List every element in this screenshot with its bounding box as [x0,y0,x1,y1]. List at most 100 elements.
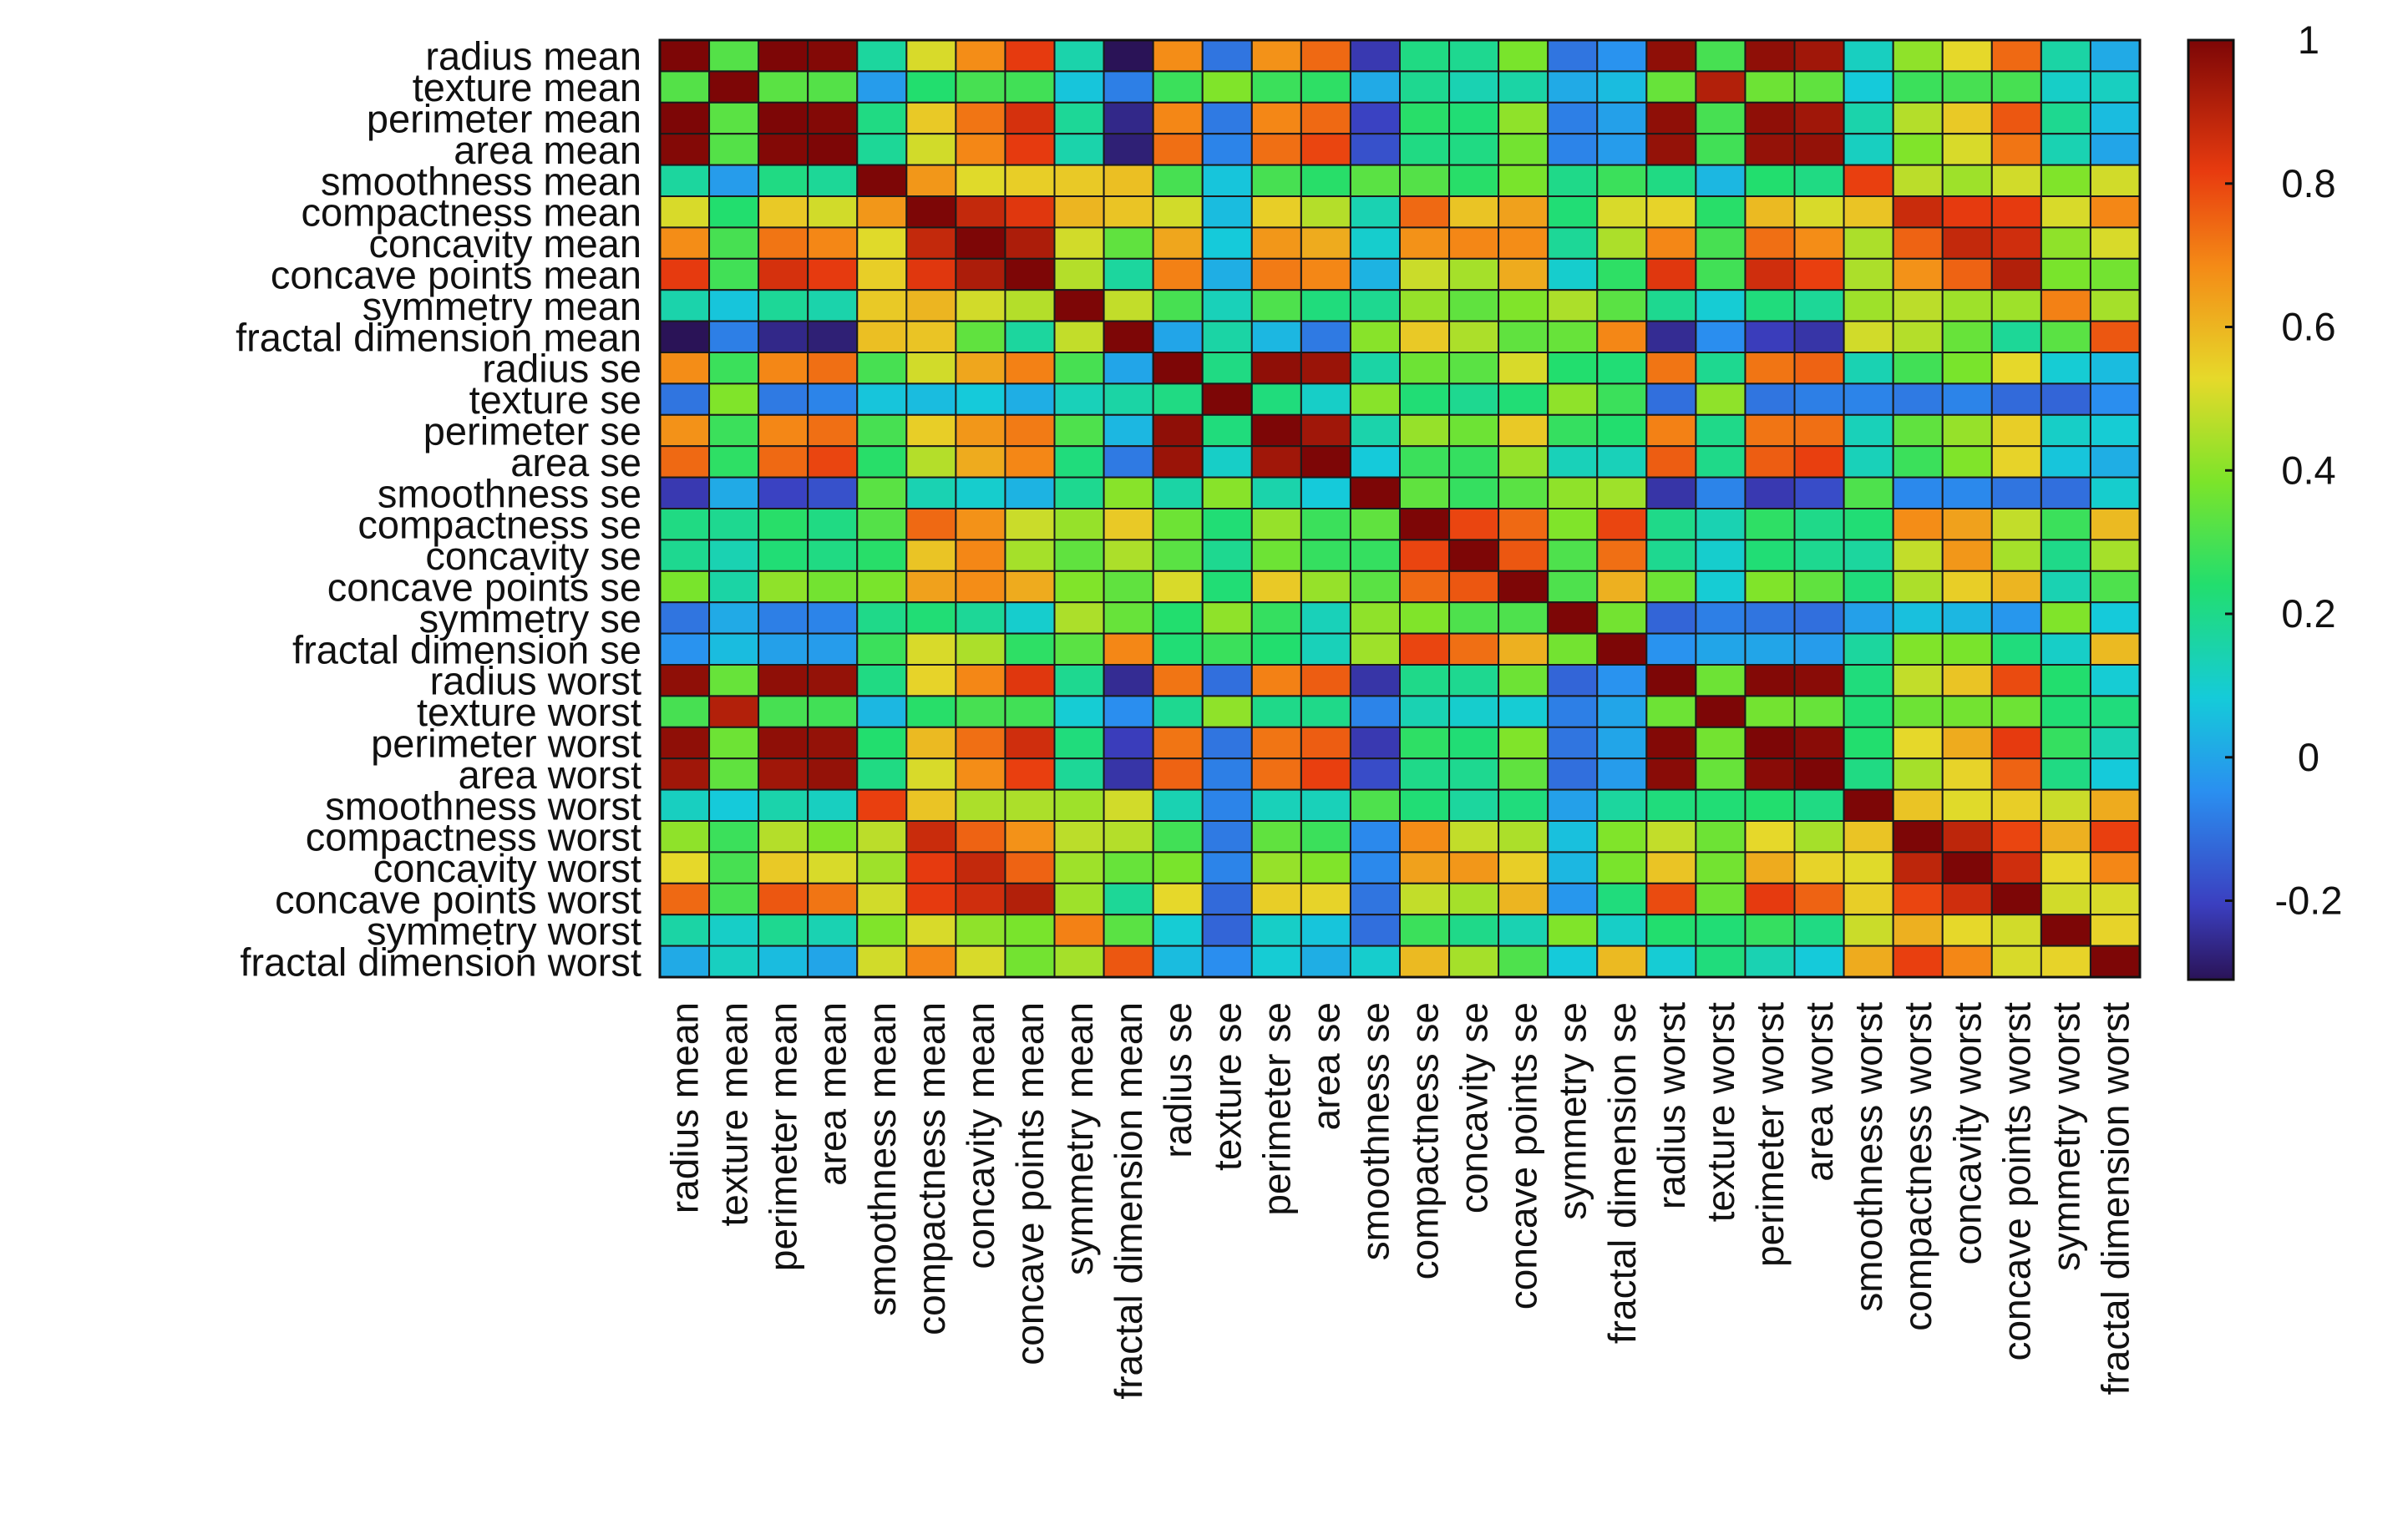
heatmap-cell-smoothness-se--concavity-worst [1941,476,1993,509]
heatmap-cell-compactness-se--concavity-worst [1941,508,1993,541]
heatmap-cell-fractal-dimension-worst--radius-se [1152,945,1204,978]
heatmap-cell-fractal-dimension-se--fractal-dimension-mean [1103,632,1154,666]
heatmap-cell-concavity-worst--texture-mean [708,851,760,884]
colorbar [2187,38,2235,981]
heatmap-cell-fractal-dimension-se--radius-se [1152,632,1204,666]
heatmap-cell-concave-points-mean--symmetry-mean [1053,257,1105,291]
heatmap-cell-symmetry-mean--symmetry-se [1547,289,1599,322]
heatmap-cell-compactness-worst--area-worst [1793,820,1845,854]
heatmap-cell-radius-se--compactness-mean [905,352,957,385]
heatmap-cell-area-mean--compactness-se [1399,133,1451,166]
heatmap-cell-concave-points-worst--radius-se [1152,882,1204,916]
heatmap-cell-concavity-worst--fractal-dimension-worst [2089,851,2141,884]
heatmap-cell-texture-worst--fractal-dimension-worst [2089,695,2141,728]
heatmap-cell-fractal-dimension-worst--perimeter-mean [758,945,809,978]
heatmap-cell-concavity-worst--smoothness-se [1349,851,1402,884]
heatmap-cell-concave-points-se--perimeter-mean [758,570,809,604]
heatmap-cell-perimeter-se--area-mean [807,413,859,448]
heatmap-cell-fractal-dimension-se--concave-points-worst [1990,632,2042,666]
y-label-perimeter-mean: perimeter mean [367,97,641,141]
heatmap-cell-compactness-se--area-worst [1793,508,1845,541]
heatmap-cell-smoothness-se--perimeter-worst [1744,476,1796,509]
heatmap-cell-smoothness-worst--area-mean [807,788,859,822]
heatmap-cell-concave-points-se--symmetry-mean [1053,570,1105,604]
x-label-texture-se: texture se [1205,1002,1249,1171]
heatmap-cell-area-se--concavity-mean [955,445,1006,479]
heatmap-cell-compactness-worst--symmetry-mean [1053,820,1105,854]
heatmap-cell-smoothness-mean--smoothness-worst [1843,164,1894,198]
heatmap-cell-concavity-se--perimeter-worst [1744,539,1796,572]
heatmap-cell-fractal-dimension-mean--radius-se [1152,320,1204,354]
heatmap-cell-concave-points-worst--concave-points-se [1498,882,1549,916]
heatmap-cell-texture-se--compactness-mean [905,382,957,416]
heatmap-cell-compactness-se--fractal-dimension-mean [1103,508,1154,541]
heatmap-cell-symmetry-se--texture-worst [1695,601,1746,635]
heatmap-cell-area-worst--fractal-dimension-worst [2089,757,2141,791]
heatmap-cell-area-worst--symmetry-mean [1053,757,1105,791]
heatmap-cell-compactness-mean--radius-se [1152,195,1204,229]
heatmap-cell-radius-worst--symmetry-se [1547,664,1599,697]
heatmap-cell-area-worst--concave-points-mean [1004,757,1056,791]
heatmap-cell-compactness-mean--symmetry-se [1547,195,1599,229]
heatmap-cell-perimeter-mean--compactness-worst [1892,101,1944,135]
heatmap-cell-area-se--radius-mean [659,445,711,479]
heatmap-cell-texture-worst--texture-mean [708,695,760,728]
heatmap-cell-perimeter-worst--smoothness-se [1349,726,1402,760]
heatmap-cell-symmetry-mean--area-mean [807,289,859,322]
heatmap-cell-symmetry-mean--symmetry-worst [2040,289,2091,322]
heatmap-cell-perimeter-se--radius-mean [659,413,711,448]
heatmap-cell-symmetry-se--radius-worst [1645,601,1697,635]
heatmap-cell-smoothness-worst--symmetry-se [1547,788,1599,822]
heatmap-cell-perimeter-se--concave-points-se [1498,413,1549,448]
y-label-texture-se: texture se [469,377,641,422]
heatmap-cell-symmetry-mean--smoothness-se [1349,289,1402,322]
heatmap-cell-radius-se--smoothness-se [1349,352,1402,385]
heatmap-cell-fractal-dimension-mean--symmetry-worst [2040,320,2091,354]
heatmap-cell-smoothness-se--concavity-se [1448,476,1500,509]
heatmap-cell-concave-points-worst--smoothness-mean [856,882,908,916]
heatmap-cell-concave-points-mean--concave-points-se [1498,257,1549,291]
heatmap-cell-area-worst--area-worst [1793,757,1845,791]
heatmap-cell-compactness-mean--area-mean [807,195,859,229]
heatmap-cell-radius-se--area-se [1300,352,1351,385]
heatmap-cell-smoothness-worst--radius-se [1152,788,1204,822]
heatmap-cell-radius-mean--texture-mean [708,39,760,73]
heatmap-cell-fractal-dimension-mean--concave-points-worst [1990,320,2042,354]
heatmap-cell-concave-points-mean--symmetry-se [1547,257,1599,291]
heatmap-cell-area-se--fractal-dimension-se [1596,445,1648,479]
heatmap-cell-fractal-dimension-se--concave-points-se [1498,632,1549,666]
heatmap-cell-area-se--area-se [1300,445,1351,479]
heatmap-cell-radius-mean--fractal-dimension-se [1596,39,1648,73]
heatmap-cell-perimeter-worst--fractal-dimension-se [1596,726,1648,760]
heatmap-cell-smoothness-worst--area-se [1300,788,1351,822]
heatmap-cell-radius-mean--compactness-mean [905,39,957,73]
heatmap-cell-perimeter-worst--perimeter-se [1250,726,1302,760]
heatmap-cell-compactness-worst--perimeter-se [1250,820,1302,854]
heatmap-cell-smoothness-worst--perimeter-mean [758,788,809,822]
heatmap-cell-area-se--compactness-se [1399,445,1451,479]
heatmap-cell-area-mean--radius-worst [1645,133,1697,166]
heatmap-cell-symmetry-mean--fractal-dimension-se [1596,289,1648,322]
heatmap-cell-perimeter-mean--texture-mean [708,101,760,135]
heatmap-cell-area-worst--perimeter-worst [1744,757,1796,791]
heatmap-cell-texture-worst--compactness-worst [1892,695,1944,728]
heatmap-cell-perimeter-se--texture-mean [708,413,760,448]
heatmap-cell-perimeter-worst--concave-points-se [1498,726,1549,760]
heatmap-cell-symmetry-mean--concavity-worst [1941,289,1993,322]
heatmap-cell-symmetry-mean--symmetry-mean [1053,289,1105,322]
heatmap-cell-fractal-dimension-worst--area-se [1300,945,1351,978]
heatmap-cell-fractal-dimension-mean--area-worst [1793,320,1845,354]
heatmap-cell-concave-points-mean--compactness-worst [1892,257,1944,291]
heatmap-cell-concavity-worst--symmetry-mean [1053,851,1105,884]
heatmap-cell-concave-points-worst--compactness-se [1399,882,1451,916]
heatmap-cell-concavity-worst--perimeter-se [1250,851,1302,884]
heatmap-cell-area-mean--compactness-mean [905,133,957,166]
heatmap-cell-concave-points-worst--compactness-worst [1892,882,1944,916]
heatmap-cell-perimeter-mean--symmetry-se [1547,101,1599,135]
x-label-smoothness-mean: smoothness mean [860,1002,904,1316]
heatmap-cell-area-worst--concavity-worst [1941,757,1993,791]
heatmap-cell-perimeter-se--compactness-mean [905,413,957,448]
heatmap-cell-concave-points-se--compactness-se [1399,570,1451,604]
heatmap-cell-concavity-se--compactness-se [1399,539,1451,572]
